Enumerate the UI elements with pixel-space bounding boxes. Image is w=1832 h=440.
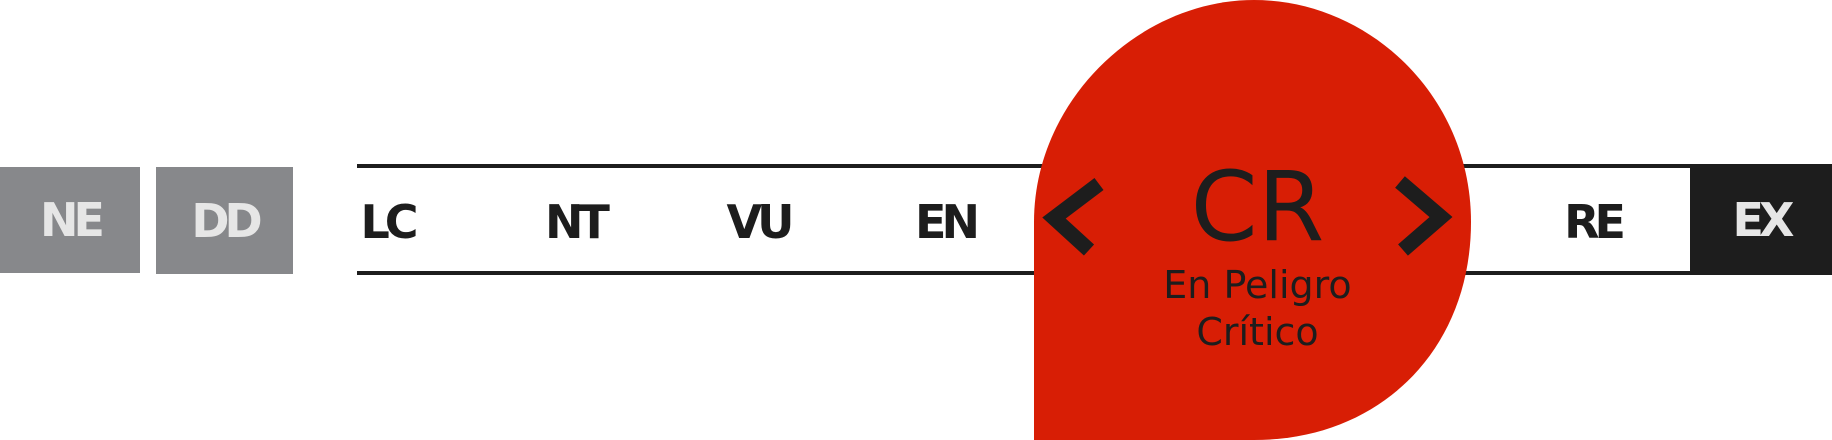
cr-teardrop-shape[interactable] xyxy=(1034,0,1471,440)
chevron-right-icon[interactable] xyxy=(1395,176,1453,256)
category-lc-label: LC xyxy=(360,195,418,249)
category-re-label: RE xyxy=(1564,195,1626,249)
category-ex-box[interactable]: EX xyxy=(1690,165,1832,275)
category-en[interactable]: EN xyxy=(905,195,985,249)
category-en-label: EN xyxy=(915,195,980,249)
category-lc[interactable]: LC xyxy=(357,195,418,249)
selected-category-code: CR xyxy=(1190,151,1325,263)
category-vu[interactable]: VU xyxy=(718,195,798,249)
category-nt[interactable]: NT xyxy=(535,195,615,249)
category-dd-box[interactable]: DD xyxy=(156,167,293,274)
selected-category-name-line2: Crítico xyxy=(1196,310,1319,354)
selected-category-name: En Peligro Crítico xyxy=(1110,262,1405,356)
category-ex-label: EX xyxy=(1732,193,1795,247)
selected-category-name-line1: En Peligro xyxy=(1163,263,1352,307)
category-ne-box[interactable]: NE xyxy=(0,167,140,273)
category-re[interactable]: RE xyxy=(1550,195,1635,249)
category-nt-label: NT xyxy=(545,195,610,249)
category-ne-label: NE xyxy=(40,193,105,247)
chevron-left-icon[interactable] xyxy=(1042,178,1104,256)
category-dd-label: DD xyxy=(191,193,262,248)
category-vu-label: VU xyxy=(726,195,795,249)
